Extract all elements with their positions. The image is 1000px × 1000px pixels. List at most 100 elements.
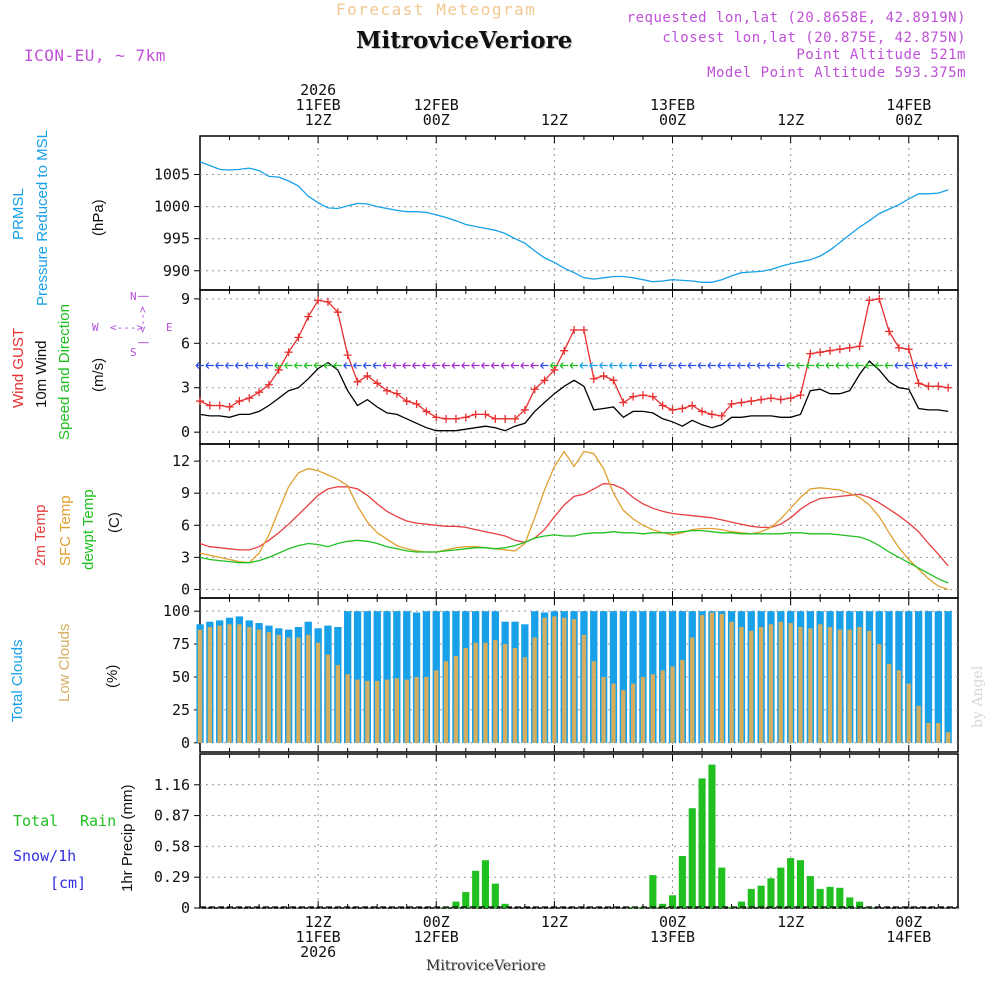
precip-frame <box>199 753 959 909</box>
clouds-ytick-label: 100 <box>163 602 190 620</box>
gust-marker <box>855 342 864 351</box>
gust-marker <box>196 397 204 406</box>
pressure-line-prmsl <box>199 161 949 283</box>
wind-direction-arrow <box>431 362 441 369</box>
wind-direction-arrow <box>766 362 775 369</box>
low-clouds-bar <box>483 642 488 743</box>
low-clouds-bar <box>316 642 321 743</box>
gust-marker <box>678 404 687 413</box>
time-bottom-label: 12Z <box>304 913 332 931</box>
wind-direction-arrow <box>234 362 244 369</box>
pressure-ytick-label: 990 <box>163 262 190 280</box>
time-bottom-label: 00Z <box>895 913 923 931</box>
low-clouds-bar <box>611 683 616 743</box>
total-clouds-bar <box>629 611 637 743</box>
precip-bar <box>747 888 755 908</box>
wind-direction-arrow <box>746 362 756 369</box>
precip-bar <box>669 895 677 908</box>
low-clouds-bar <box>837 629 842 743</box>
time-top-label: 11FEB <box>295 96 341 114</box>
precip-bar <box>491 883 499 908</box>
low-clouds-bar <box>877 644 882 743</box>
total-clouds-bar <box>934 611 942 743</box>
gust-marker <box>511 414 520 423</box>
gust-marker <box>776 395 785 404</box>
low-clouds-bar <box>621 690 626 743</box>
gust-marker <box>638 391 647 400</box>
wind-direction-arrow <box>421 362 431 369</box>
precip-bar <box>806 876 814 908</box>
low-clouds-bar <box>601 677 606 743</box>
closest-coords: closest lon,lat (20.875E, 42.875N) <box>662 30 966 46</box>
wind-direction-arrow <box>737 362 746 369</box>
wind-direction-arrow <box>392 362 401 369</box>
wind-direction-arrow <box>589 362 598 369</box>
wind-direction-arrow <box>874 362 884 369</box>
gust-marker <box>865 296 874 305</box>
gust-marker <box>826 346 835 355</box>
time-top-label: 12Z <box>304 111 332 129</box>
wind-direction-arrow <box>205 362 214 369</box>
compass-e: E <box>166 321 173 334</box>
low-clouds-bar <box>512 648 518 743</box>
gust-marker <box>766 394 775 403</box>
gust-marker <box>215 401 224 410</box>
low-clouds-bar <box>256 629 262 743</box>
wind-direction-arrow <box>835 362 844 369</box>
low-clouds-bar <box>443 661 449 743</box>
total-clouds-bar <box>393 611 401 743</box>
gust-marker <box>589 374 598 383</box>
wind-direction-arrow <box>274 362 283 369</box>
low-clouds-bar <box>867 630 872 743</box>
time-top-label: 2026 <box>300 81 337 99</box>
wind-direction-arrow <box>884 362 894 369</box>
wind-direction-arrow <box>195 362 204 369</box>
gust-marker <box>806 349 815 358</box>
wind-direction-arrow <box>894 362 903 369</box>
location-title: MitroviceVeriore <box>356 27 573 54</box>
low-clouds-bar <box>237 624 242 743</box>
low-clouds-bar <box>827 627 833 743</box>
gust-marker <box>471 410 480 419</box>
low-clouds-bar <box>936 723 941 743</box>
gust-marker <box>392 389 401 398</box>
wind-direction-arrow <box>461 362 470 369</box>
gust-marker <box>294 333 303 342</box>
low-clouds-bar <box>503 644 508 743</box>
gust-marker <box>904 345 913 354</box>
wind-direction-arrow <box>933 362 943 369</box>
gust-marker <box>383 386 392 395</box>
temperature-frame <box>199 443 959 599</box>
wind-direction-arrow <box>362 362 372 369</box>
gust-marker <box>530 385 539 394</box>
gust-marker <box>274 365 283 374</box>
low-clouds-bar <box>680 659 685 743</box>
wind-direction-arrow <box>924 362 933 369</box>
low-clouds-bar <box>247 627 252 743</box>
wind-direction-arrow <box>914 362 923 369</box>
low-clouds-bar <box>394 678 399 743</box>
requested-coords: requested lon,lat (20.8658E, 42.8919N) <box>626 10 966 26</box>
low-clouds-bar <box>660 670 665 743</box>
time-top-label: 00Z <box>895 111 923 129</box>
low-clouds-bar <box>759 627 764 743</box>
temperature-panel: 0 3 6 9 12 <box>172 443 959 599</box>
gust-marker <box>924 382 933 391</box>
wind-direction-arrow <box>530 362 539 369</box>
wind-direction-arrow <box>264 362 273 369</box>
gust-marker <box>885 327 894 336</box>
low-clouds-bar <box>217 625 222 743</box>
gust-marker <box>747 397 756 406</box>
wind-direction-arrow <box>303 362 313 369</box>
label-snow-cm: [cm] <box>50 874 87 892</box>
footer-location: MitroviceVeriore <box>426 958 546 974</box>
low-clouds-bar <box>552 616 557 743</box>
precip-bar <box>659 903 667 908</box>
wind-frame <box>199 289 959 445</box>
precip-bar <box>846 897 854 908</box>
gust-marker <box>944 383 953 392</box>
low-clouds-bar <box>463 648 468 743</box>
gust-marker <box>835 345 844 354</box>
gust-marker <box>255 388 264 397</box>
low-clouds-bar <box>286 637 291 743</box>
